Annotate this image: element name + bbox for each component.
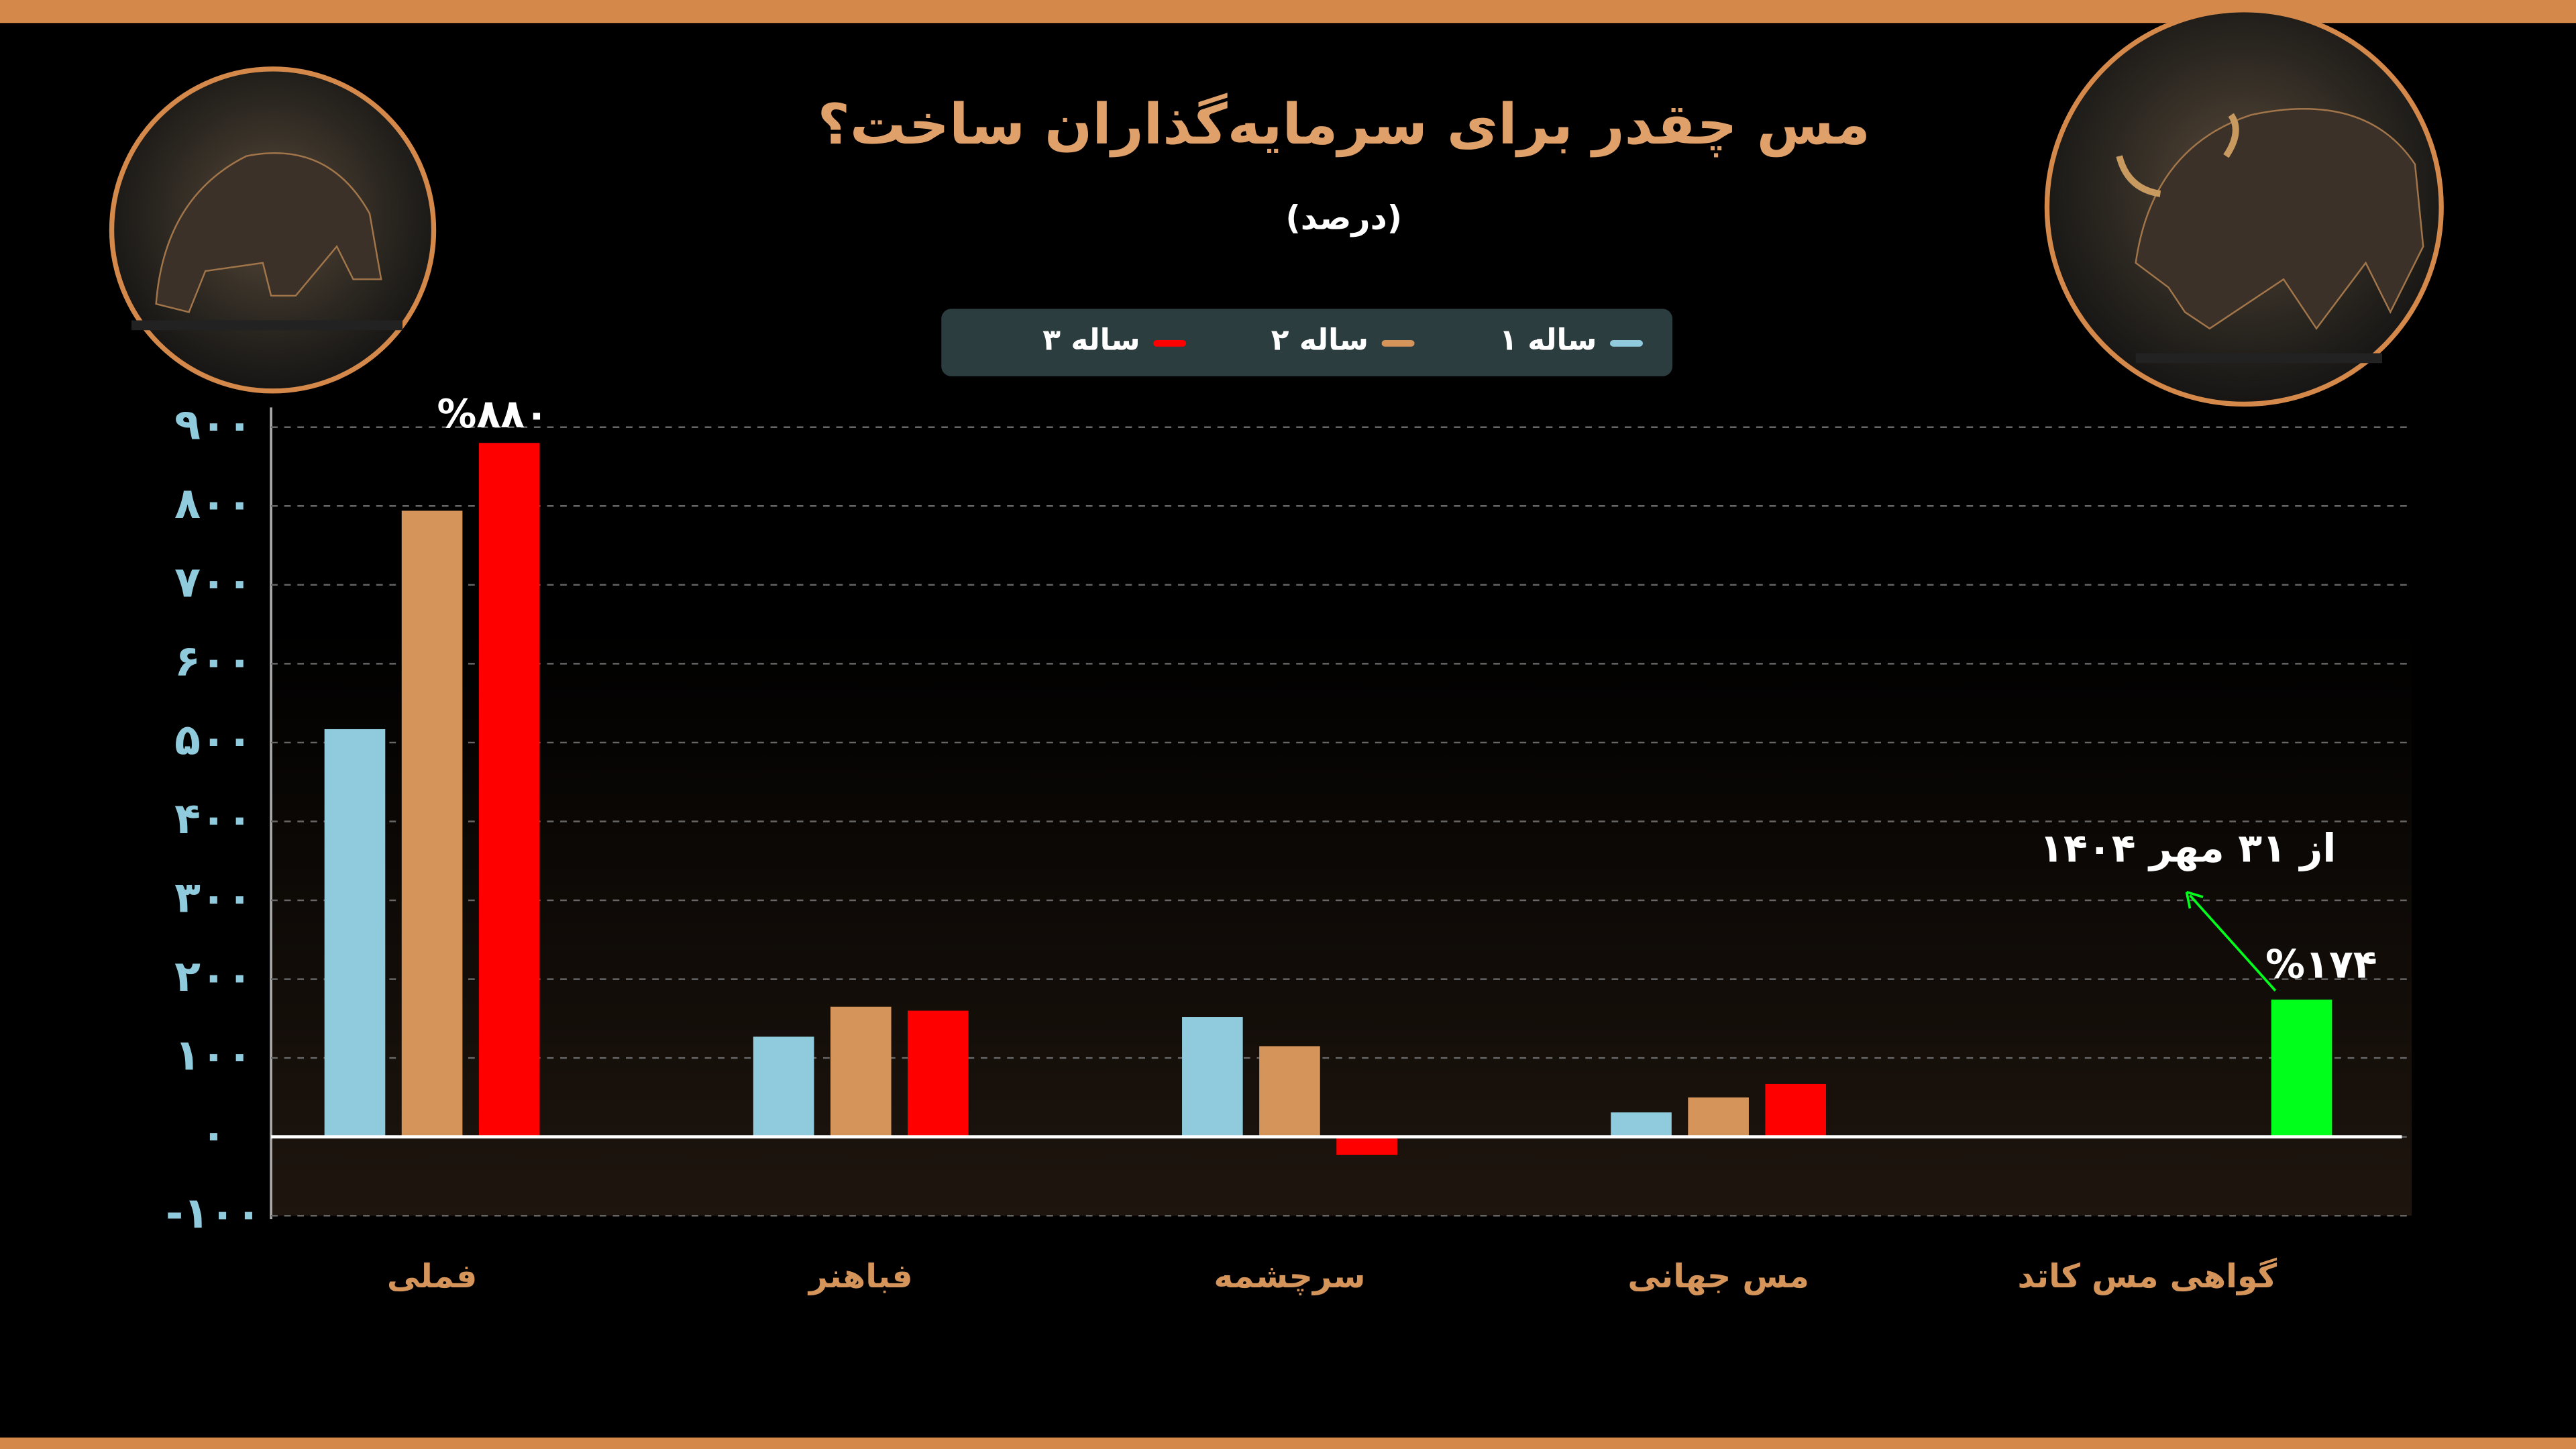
bar bbox=[753, 1036, 814, 1137]
y-tick-label: ۴۰۰ bbox=[174, 794, 253, 844]
annotation: از ۳۱ مهر ۱۴۰۴ bbox=[2039, 825, 2336, 872]
y-tick-label: ۱۰۰ bbox=[174, 1031, 253, 1081]
bear-badge bbox=[109, 66, 437, 394]
bar bbox=[1259, 1046, 1320, 1137]
top-band bbox=[0, 0, 2576, 23]
bar bbox=[830, 1006, 892, 1137]
annotation-arrow bbox=[2189, 894, 2277, 991]
bull-badge bbox=[2044, 7, 2444, 407]
chart-subtitle: (درصد) bbox=[1285, 199, 1402, 237]
y-tick-label: ۵۰۰ bbox=[174, 716, 253, 765]
x-tick-label: فباهنر bbox=[807, 1257, 913, 1295]
y-tick-label: ۶۰۰ bbox=[174, 637, 253, 686]
plot-shade bbox=[271, 624, 2412, 1216]
bar bbox=[1611, 1112, 1672, 1137]
y-tick-label: ۸۰۰ bbox=[174, 479, 253, 529]
y-tick-label: ۲۰۰ bbox=[174, 952, 253, 1002]
bar bbox=[1336, 1136, 1397, 1155]
y-tick-label: ۷۰۰ bbox=[174, 557, 253, 607]
annotation-arrowhead bbox=[2185, 891, 2204, 909]
bar bbox=[401, 511, 463, 1137]
x-tick-label: سرچشمه bbox=[1214, 1257, 1365, 1295]
legend-box bbox=[941, 309, 1673, 376]
bar bbox=[324, 729, 386, 1137]
y-tick-label: ۰ bbox=[201, 1110, 227, 1159]
bar bbox=[1688, 1097, 1749, 1137]
x-tick-label: مس جهانی bbox=[1627, 1257, 1809, 1295]
bar bbox=[478, 443, 540, 1137]
data-label: %۱۷۴ bbox=[2265, 941, 2377, 987]
data-label: %۸۸۰ bbox=[437, 390, 548, 437]
legend-label: ۲ ساله bbox=[1271, 323, 1368, 357]
y-tick-label: -۱۰۰ bbox=[166, 1189, 262, 1238]
bottom-band bbox=[0, 1437, 2576, 1449]
chart-title: مس چقدر برای سرمایه‌گذاران ساخت؟ bbox=[818, 92, 1870, 158]
x-tick-label: گواهی مس کاتد bbox=[2017, 1257, 2277, 1295]
y-tick-label: ۹۰۰ bbox=[174, 400, 253, 449]
bar bbox=[1182, 1017, 1243, 1137]
bar bbox=[1765, 1083, 1827, 1137]
y-tick-label: ۳۰۰ bbox=[174, 873, 253, 923]
legend-label: ۳ ساله bbox=[1042, 323, 1140, 357]
legend-label: ۱ ساله bbox=[1499, 323, 1597, 357]
x-tick-label: فملی bbox=[387, 1257, 477, 1295]
bar bbox=[908, 1010, 969, 1137]
bar bbox=[2271, 1000, 2332, 1137]
